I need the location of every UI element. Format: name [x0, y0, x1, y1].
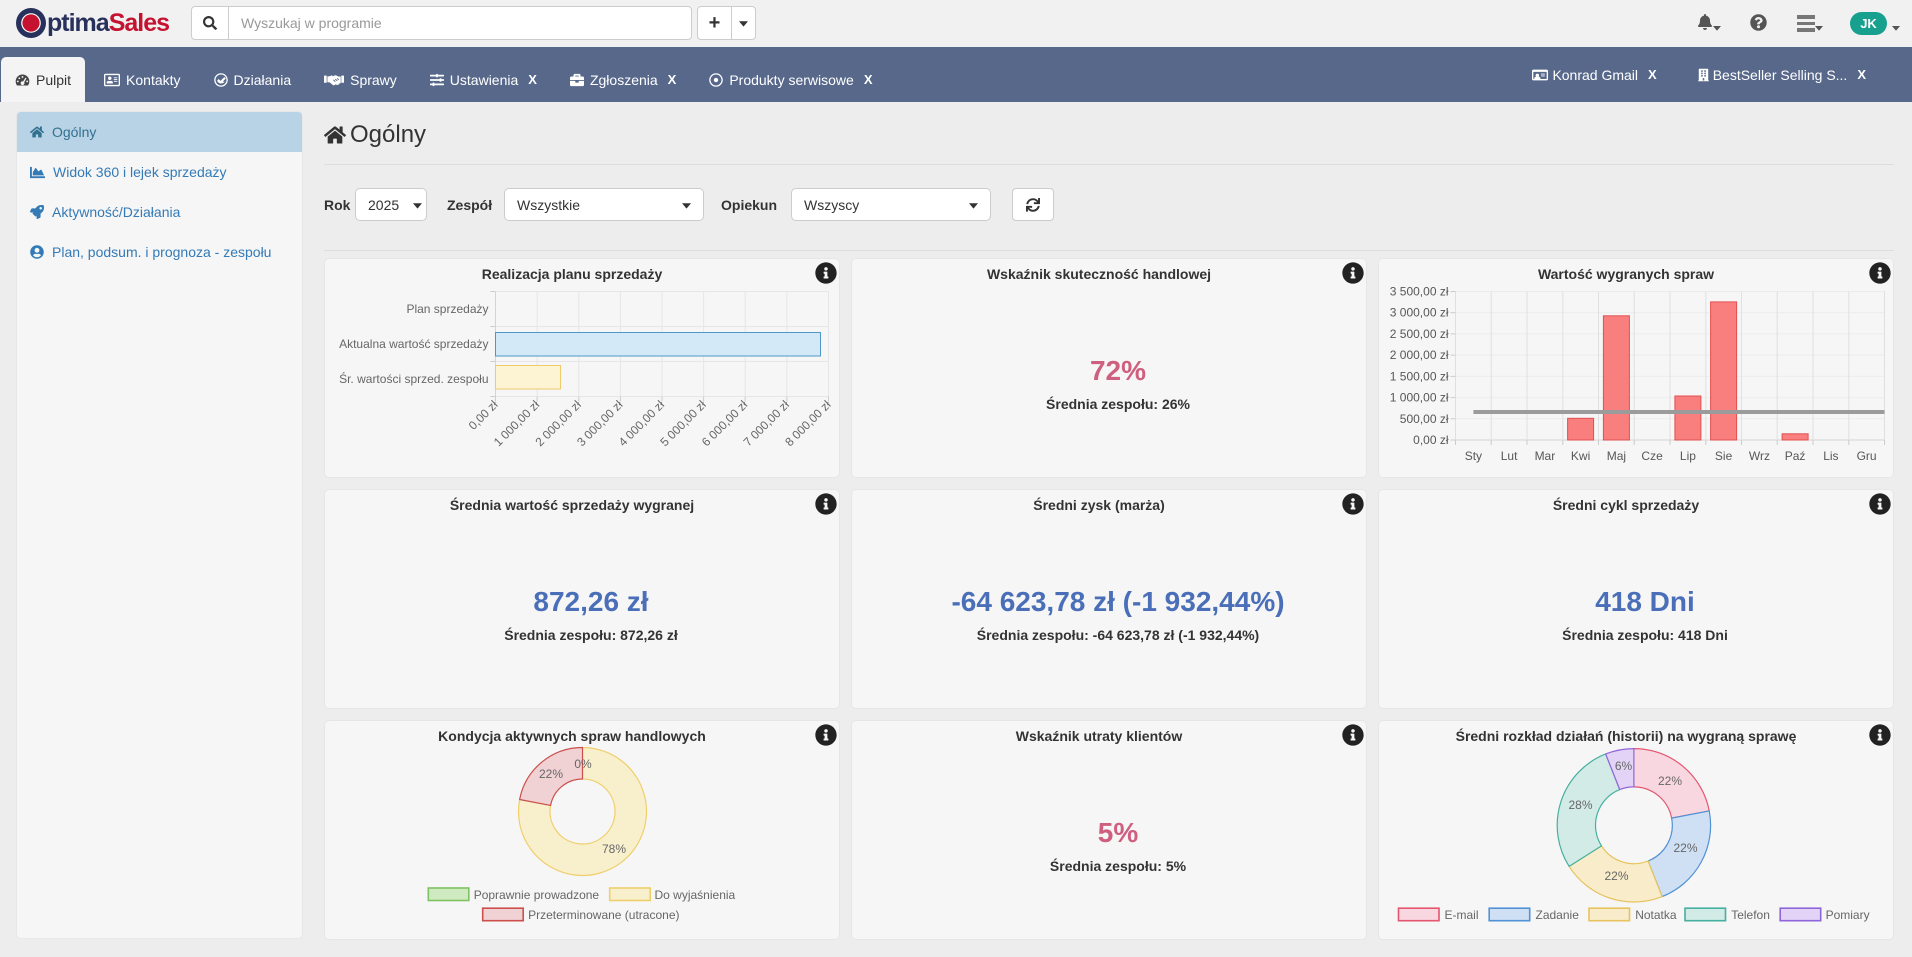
svg-text:Kwi: Kwi [1571, 449, 1590, 463]
svg-text:Mar: Mar [1535, 449, 1556, 463]
svg-text:78%: 78% [602, 842, 626, 856]
svg-text:Sty: Sty [1465, 449, 1482, 463]
svg-text:E-mail: E-mail [1445, 908, 1479, 922]
svg-text:3 500,00 zł: 3 500,00 zł [1390, 285, 1449, 299]
svg-text:22%: 22% [539, 767, 563, 781]
svg-text:Śr. wartości sprzed. zespołu: Śr. wartości sprzed. zespołu [339, 371, 488, 386]
svg-text:22%: 22% [1673, 841, 1697, 855]
svg-text:1 500,00 zł: 1 500,00 zł [1390, 369, 1449, 383]
svg-text:Cze: Cze [1641, 449, 1663, 463]
svg-text:Lip: Lip [1680, 449, 1696, 463]
svg-text:28%: 28% [1568, 798, 1592, 812]
svg-text:Wrz: Wrz [1749, 449, 1770, 463]
svg-text:6%: 6% [1615, 759, 1633, 773]
svg-text:Poprawnie prowadzone: Poprawnie prowadzone [474, 888, 600, 902]
svg-text:Sie: Sie [1715, 449, 1733, 463]
svg-text:0%: 0% [574, 757, 592, 771]
svg-text:Przeterminowane (utracone): Przeterminowane (utracone) [528, 908, 679, 922]
svg-text:Lis: Lis [1823, 449, 1838, 463]
svg-text:Telefon: Telefon [1731, 908, 1770, 922]
svg-text:500,00 zł: 500,00 zł [1400, 412, 1449, 426]
svg-text:3 000,00 zł: 3 000,00 zł [1390, 306, 1449, 320]
svg-text:2 500,00 zł: 2 500,00 zł [1390, 327, 1449, 341]
svg-text:Maj: Maj [1607, 449, 1626, 463]
svg-text:Zadanie: Zadanie [1536, 908, 1580, 922]
svg-text:8 000,00 zł: 8 000,00 zł [782, 397, 834, 449]
svg-text:22%: 22% [1658, 774, 1682, 788]
svg-text:Pomiary: Pomiary [1826, 908, 1870, 922]
svg-text:Notatka: Notatka [1635, 908, 1677, 922]
svg-text:Paź: Paź [1785, 449, 1806, 463]
svg-text:Lut: Lut [1501, 449, 1518, 463]
svg-text:Plan sprzedaży: Plan sprzedaży [406, 302, 488, 316]
svg-text:1 000,00 zł: 1 000,00 zł [1390, 391, 1449, 405]
svg-text:Gru: Gru [1857, 449, 1877, 463]
svg-text:Aktualna wartość sprzedaży: Aktualna wartość sprzedaży [339, 337, 488, 351]
svg-text:2 000,00 zł: 2 000,00 zł [1390, 348, 1449, 362]
svg-text:Do wyjaśnienia: Do wyjaśnienia [655, 888, 736, 902]
svg-text:0,00 zł: 0,00 zł [466, 397, 501, 432]
svg-text:22%: 22% [1604, 869, 1628, 883]
svg-text:0,00 zł: 0,00 zł [1413, 433, 1449, 447]
